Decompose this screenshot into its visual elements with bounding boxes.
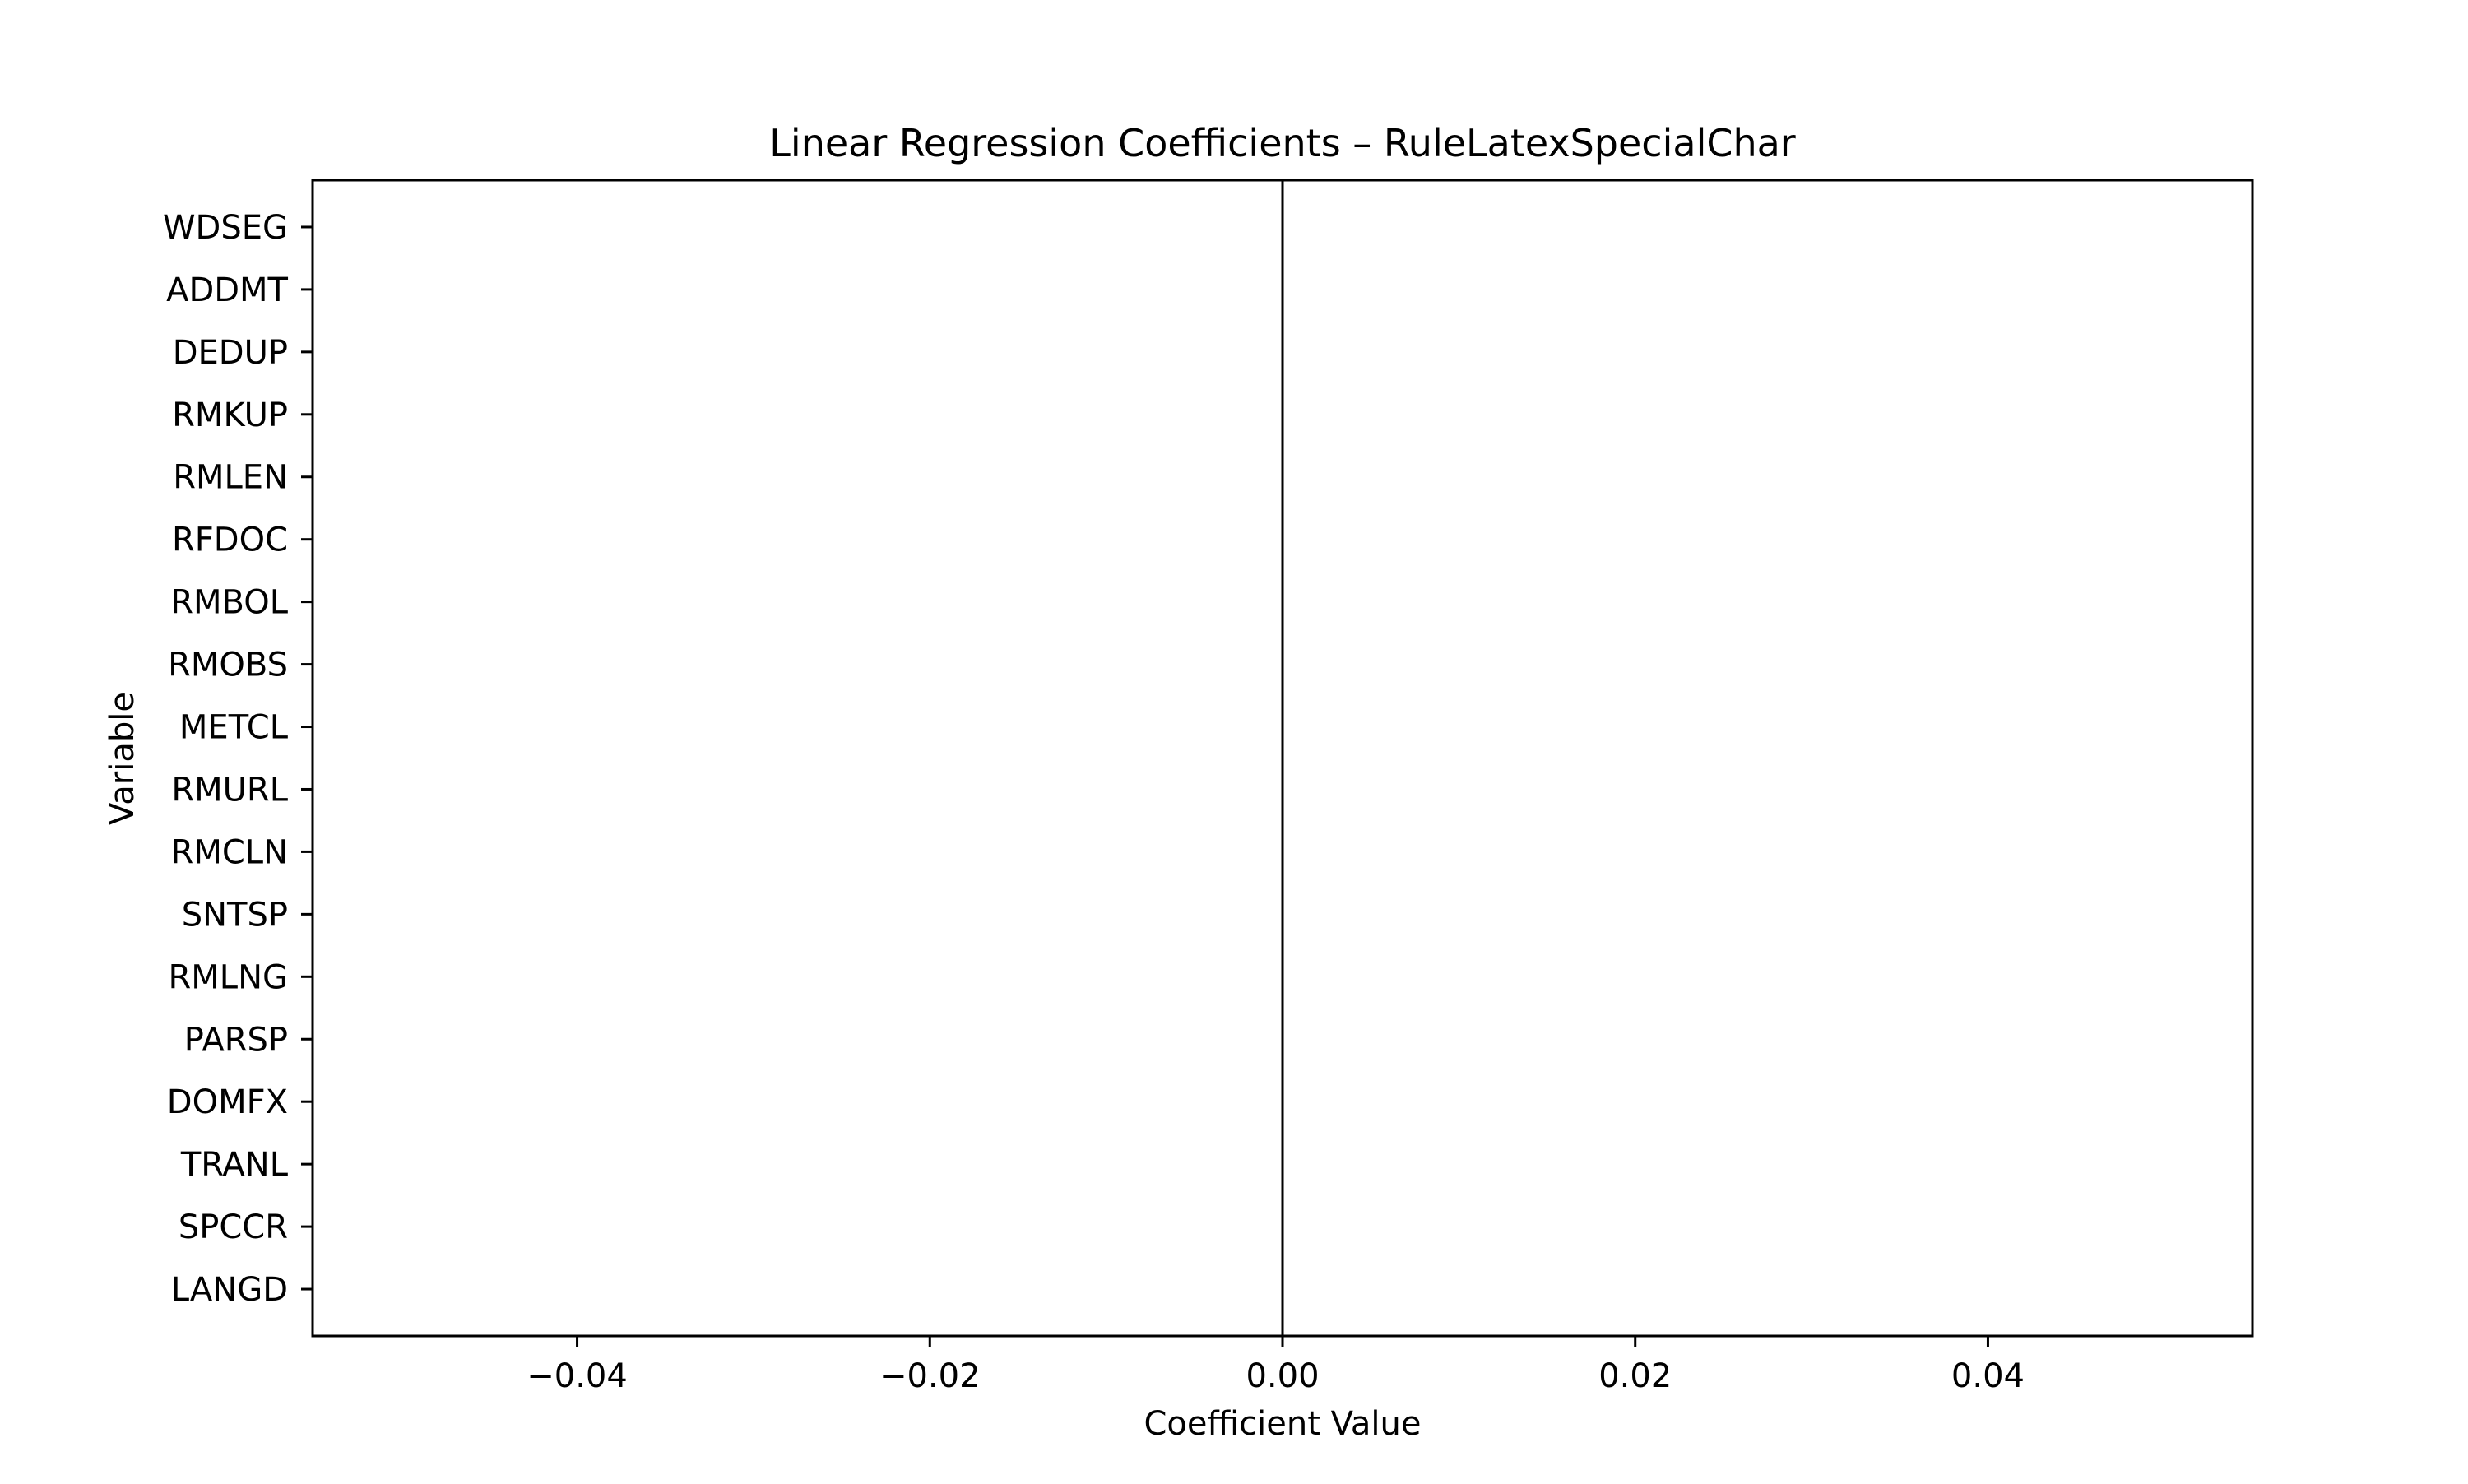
y-tick-label: DOMFX [167, 1083, 288, 1121]
y-tick-label: METCL [179, 709, 289, 747]
y-tick-label: SPCCR [179, 1208, 288, 1246]
x-axis-label: Coefficient Value [1144, 1405, 1422, 1443]
y-tick-label: RMKUP [172, 397, 288, 434]
x-axis-ticks: −0.04 −0.02 0.00 0.02 0.04 [527, 1336, 2025, 1395]
x-tick-label: −0.04 [527, 1357, 628, 1395]
y-tick-label: RMBOL [170, 584, 289, 622]
y-axis-label: Variable [104, 692, 141, 825]
y-axis-ticks: WDSEG ADDMT DEDUP RMKUP RMLEN RFDOC RMBOL RMOBS… [163, 209, 313, 1309]
x-tick-label: 0.00 [1246, 1357, 1319, 1395]
y-tick-label: LANGD [171, 1271, 288, 1309]
y-tick-label: WDSEG [163, 209, 288, 247]
y-tick-label: RMLEN [173, 459, 288, 497]
chart-title: Linear Regression Coefficients – RuleLat… [769, 121, 1796, 165]
y-tick-label: RMLNG [168, 958, 288, 996]
y-tick-label: SNTSP [182, 896, 288, 934]
y-tick-label: PARSP [184, 1021, 288, 1059]
x-tick-label: 0.02 [1598, 1357, 1672, 1395]
y-tick-label: RFDOC [172, 522, 288, 559]
y-tick-label: RMURL [171, 771, 288, 809]
y-tick-label: DEDUP [173, 334, 288, 372]
x-tick-label: 0.04 [1951, 1357, 2025, 1395]
y-tick-label: TRANL [180, 1146, 289, 1184]
x-tick-label: −0.02 [879, 1357, 981, 1395]
plot-area-frame [311, 179, 2254, 1338]
y-tick-label: RMCLN [171, 833, 288, 871]
y-tick-label: RMOBS [168, 647, 288, 684]
y-tick-label: ADDMT [166, 271, 288, 309]
